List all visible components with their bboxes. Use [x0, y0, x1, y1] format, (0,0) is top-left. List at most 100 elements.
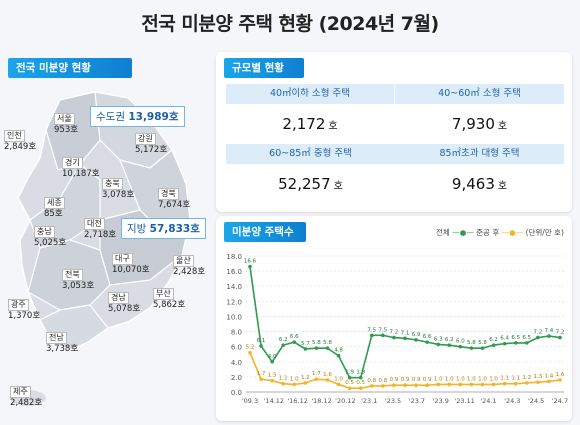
data-label: 1.0	[489, 376, 498, 382]
y-tick-label: 10.0	[226, 313, 242, 321]
x-tick-label: '14.12	[264, 397, 284, 405]
size-cell-value: 2,172 호	[282, 115, 338, 133]
data-point	[270, 378, 274, 383]
data-point	[248, 264, 252, 269]
data-label: 6.0	[456, 339, 465, 345]
data-label: 1.1	[500, 376, 509, 382]
region-jeju: 제주 2,482호	[10, 386, 43, 408]
y-tick-label: 12.0	[226, 298, 242, 306]
region-sejong: 세종 85호	[44, 197, 65, 219]
data-point	[281, 381, 286, 386]
data-point	[259, 344, 263, 348]
data-point	[447, 343, 452, 347]
data-point	[336, 382, 341, 387]
data-label: 1.2	[522, 375, 531, 381]
data-point	[480, 346, 485, 350]
data-label: 6.9	[412, 332, 421, 338]
region-gangwon: 강원 5,172호	[135, 133, 168, 155]
data-label: 7.5	[378, 327, 387, 333]
data-point	[491, 343, 496, 347]
data-point	[480, 382, 485, 387]
data-label: 1.0	[456, 376, 465, 382]
region-daejeon: 대전 2,718호	[84, 218, 117, 240]
data-point	[270, 359, 274, 364]
region-chungnam: 충남 5,025호	[34, 226, 67, 248]
map-tag: 전국 미분양 현황	[8, 58, 132, 78]
y-tick-label: 14.0	[226, 283, 242, 291]
data-label: 5.8	[312, 340, 321, 346]
data-label: 1.7	[312, 371, 321, 377]
data-point	[392, 335, 396, 340]
data-point	[292, 340, 297, 344]
data-point	[436, 342, 441, 347]
region-gyeonggi: 경기 10,187호	[62, 157, 100, 179]
data-point	[369, 333, 374, 338]
data-point	[403, 383, 407, 387]
y-tick-label: 0.0	[231, 389, 242, 397]
data-label: 0.8	[367, 378, 376, 384]
legend-total-label: 전체	[436, 228, 450, 237]
chart-legend: 전체 —●— 준공 후 —●— (단위/만 호)	[436, 228, 564, 237]
x-tick-label: '23.5	[385, 397, 401, 405]
data-label: 7.2	[533, 330, 542, 336]
data-label: 1.7	[257, 371, 266, 377]
data-point	[336, 353, 341, 358]
data-label: 0.5	[356, 380, 365, 386]
region-incheon: 인천 2,849호	[4, 130, 37, 152]
x-tick-label: '24.5	[528, 397, 544, 405]
data-point	[369, 384, 374, 388]
data-point	[414, 383, 418, 387]
size-cell-label: 40~60㎡ 소형 주택	[395, 84, 564, 104]
x-tick-label: '23.1	[361, 397, 377, 405]
data-point	[436, 382, 441, 387]
data-label: 6.5	[522, 335, 531, 341]
data-label: 7.2	[556, 330, 565, 336]
region-seoul: 서울 953호	[54, 113, 79, 135]
size-cell: 40~60㎡ 소형 주택 7,930 호	[395, 84, 564, 144]
region-jeonbuk: 전북 3,053호	[62, 269, 95, 291]
data-label: 5.8	[478, 340, 487, 346]
size-cell-label: 40㎡이하 소형 주택	[226, 84, 394, 104]
size-cell: 60~85㎡ 중형 주택 52,257 호	[226, 144, 395, 204]
data-point	[414, 338, 418, 342]
x-tick-label: '09.3	[242, 397, 258, 405]
data-label: 1.9	[345, 370, 354, 376]
data-point	[392, 383, 396, 387]
data-point	[347, 375, 352, 380]
data-label: 1.9	[356, 370, 365, 376]
y-tick-label: 8.0	[231, 329, 242, 337]
data-label: 1.0	[334, 376, 343, 382]
data-point	[248, 350, 252, 355]
data-point	[447, 382, 452, 387]
data-point	[524, 381, 529, 385]
data-label: 0.9	[401, 377, 410, 383]
y-tick-label: 16.0	[226, 268, 242, 276]
capital-callout-label: 수도권	[96, 111, 125, 123]
data-point	[513, 381, 518, 386]
legend-unit: (단위/만 호)	[525, 228, 564, 237]
data-label: 4.8	[334, 348, 343, 354]
data-label: 1.0	[445, 376, 454, 382]
x-tick-label: '24.7	[552, 397, 568, 405]
trend-tag: 미분양 주택수	[224, 222, 306, 242]
data-label: 1.2	[301, 375, 310, 381]
x-tick-label: '23.11	[454, 397, 474, 405]
size-cell-label: 85㎡초과 대형 주택	[395, 144, 564, 164]
y-tick-label: 4.0	[231, 359, 242, 367]
region-daegu: 대구 10,070호	[112, 253, 150, 275]
data-label: 6.4	[500, 336, 509, 342]
region-callout-label: 지방	[127, 223, 147, 235]
region-callout: 지방 57,833호	[121, 218, 206, 239]
data-point	[502, 341, 507, 346]
data-label: 5.2	[246, 345, 255, 351]
data-point	[458, 382, 463, 387]
y-tick-label: 2.0	[231, 374, 242, 382]
data-point	[491, 382, 496, 387]
x-tick-label: '24.1	[480, 397, 496, 405]
region-chungbuk: 충북 3,078호	[102, 178, 135, 200]
x-tick-label: '20.12	[335, 397, 355, 405]
size-tag: 규모별 현황	[224, 58, 304, 78]
size-cell: 85㎡초과 대형 주택 9,463 호	[395, 144, 564, 204]
data-point	[314, 346, 319, 350]
x-tick-label: '16.12	[287, 397, 307, 405]
